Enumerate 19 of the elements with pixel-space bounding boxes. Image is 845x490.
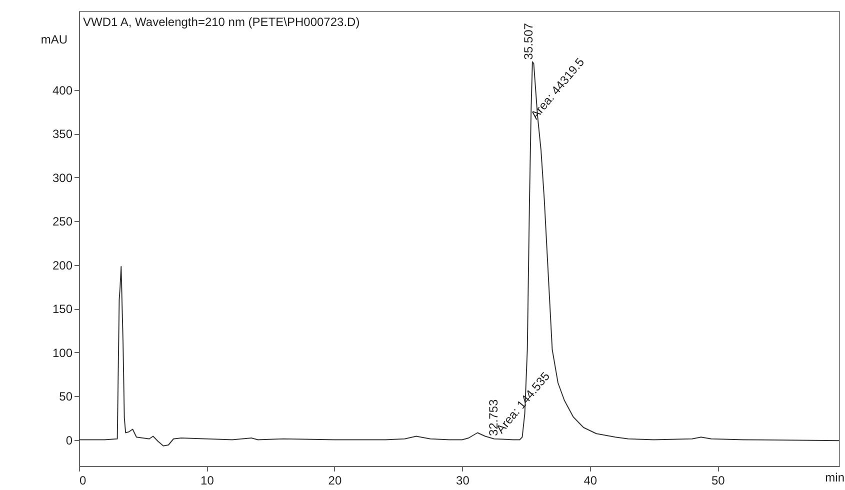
x-tick-label: 40	[584, 474, 598, 488]
x-tick-label: 30	[456, 474, 470, 488]
x-tick-label: 10	[200, 474, 214, 488]
x-tick-label: 0	[80, 474, 86, 488]
y-tick-label: 100	[52, 346, 73, 360]
y-tick-label: 350	[52, 127, 73, 141]
x-axis-title: min	[825, 470, 844, 484]
y-axis-title: mAU	[40, 32, 68, 46]
chart-title: VWD1 A, Wavelength=210 nm (PETE\PH000723.D)	[83, 15, 360, 29]
y-tick-label: 400	[52, 83, 73, 98]
y-tick-label: 150	[52, 302, 73, 316]
x-tick-label: 20	[328, 474, 342, 488]
y-tick-label: 250	[52, 214, 73, 228]
y-tick-label: 300	[52, 170, 73, 185]
y-tick-label: 0	[66, 433, 73, 448]
annotation: 35.507	[522, 22, 536, 60]
y-tick-label: 50	[59, 390, 73, 404]
y-tick-label: 200	[52, 258, 73, 272]
x-tick-label: 50	[711, 474, 726, 488]
